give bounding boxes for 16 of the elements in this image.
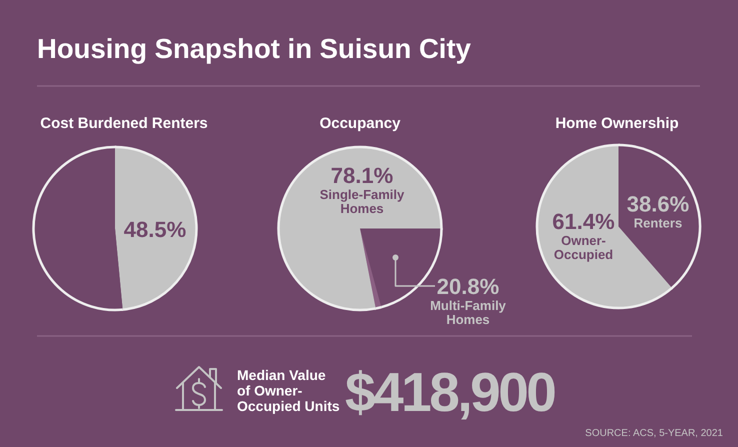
source-note: SOURCE: ACS, 5-YEAR, 2021 [585, 428, 724, 439]
slice-label: Owner-Occupied [554, 233, 614, 262]
slice-label: Multi-Family Homes [430, 298, 507, 327]
chart-title: Home Ownership [554, 115, 680, 133]
chart-title: Cost Burdened Renters [39, 115, 209, 133]
chart-title: Occupancy [318, 115, 402, 133]
text: Housing Snapshot in Suisun City [37, 33, 472, 64]
text: $418,900 [345, 361, 556, 423]
text: Median Value of Owner-Occupied Units [237, 367, 340, 414]
data-label: 61.4% [552, 209, 615, 234]
slice-label: Single-Family Homes [320, 187, 406, 216]
slice-label: Renters [634, 216, 682, 230]
data-label: 20.8% [436, 274, 500, 299]
data-label: 38.6% [626, 192, 690, 216]
data-label: 48.5% [124, 217, 186, 242]
data-label: 78.1% [330, 163, 394, 188]
